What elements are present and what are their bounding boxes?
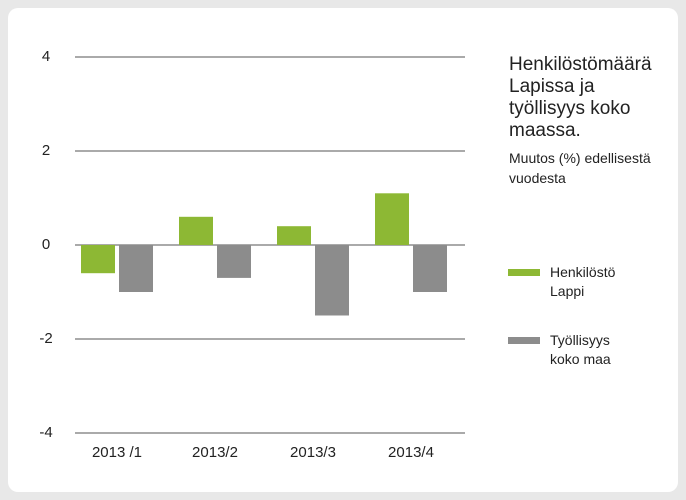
- x-tick-label: 2013/3: [290, 444, 336, 461]
- legend-swatch: [508, 337, 540, 344]
- bar: [217, 245, 251, 278]
- y-tick-label: 0: [42, 236, 50, 253]
- bar: [413, 245, 447, 292]
- y-tick-label: -2: [39, 330, 52, 347]
- y-tick-label: -4: [39, 424, 52, 441]
- bar: [119, 245, 153, 292]
- bar: [179, 216, 213, 245]
- y-tick-label: 2: [42, 142, 50, 159]
- y-tick-label: 4: [42, 48, 50, 65]
- x-tick-label: 2013 /1: [92, 444, 142, 461]
- legend-label: Henkilöstö Lappi: [550, 264, 616, 299]
- legend-swatch: [508, 269, 540, 276]
- chart-title: Henkilöstömäärä Lapissa ja työllisyys ko…: [509, 54, 652, 141]
- x-tick-label: 2013/2: [192, 444, 238, 461]
- bar: [375, 193, 409, 245]
- bar: [81, 245, 115, 274]
- x-tick-label: 2013/4: [388, 444, 434, 461]
- bar: [277, 226, 311, 245]
- bar: [315, 245, 349, 316]
- legend-label: Työllisyys koko maa: [550, 332, 611, 367]
- chart-subtitle: Muutos (%) edellisestä vuodesta: [509, 150, 651, 186]
